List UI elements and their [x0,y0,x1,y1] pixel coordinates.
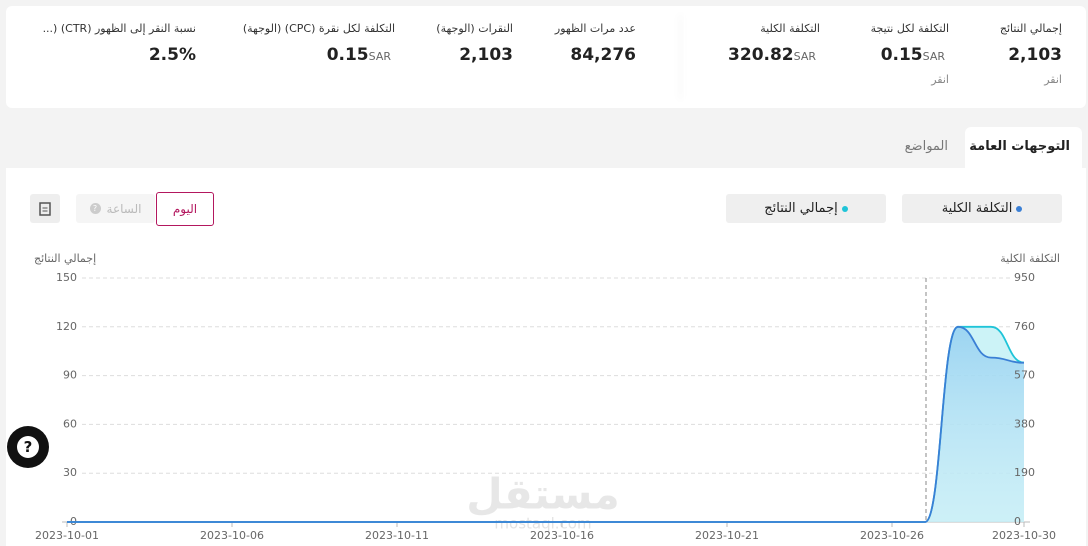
y-axis-title: إجمالي النتائج [34,252,96,265]
chart-panel [6,168,1086,546]
y-tick-label: 120 [56,320,77,333]
stat-label: التكلفة الكلية [760,22,820,35]
stat: النقرات (الوجهة) 2,103 [436,22,513,65]
x-tick-label: 2023-10-06 [200,529,264,542]
stat-value-row: 2.5% [43,45,196,65]
stat-value-row: 0.15SAR [871,45,949,65]
tab[interactable]: التوجهات العامة [969,139,1070,154]
stat-value: 2,103 [459,45,513,65]
stat-unit: SAR [922,50,945,63]
y2-tick-label: 570 [1014,369,1035,382]
tab[interactable]: المواضع [904,139,948,154]
metric-selector[interactable]: إجمالي النتائج [726,194,886,223]
stats-card [6,6,1086,108]
stat: التكلفة لكل نقرة (CPC) (الوجهة) 0.15SAR [243,22,395,65]
stat: عدد مرات الظهور 84,276 [555,22,636,65]
stat-sub: انقر [1044,73,1062,86]
x-tick-label: 2023-10-16 [530,529,594,542]
active-tab-bg [965,127,1082,169]
y2-tick-label: 0 [1014,515,1021,528]
stat-label: التكلفة لكل نتيجة [870,22,949,35]
x-tick-label: 2023-10-01 [35,529,99,542]
stat-value: 320.82 [728,45,794,65]
stat-value-row: 2,103 [436,45,513,65]
watermark: مستقل [466,470,620,519]
stat: نسبة النقر إلى الظهور (CTR) (... 2.5% [43,22,196,65]
x-tick-label: 2023-10-21 [695,529,759,542]
x-tick-label: 2023-10-11 [365,529,429,542]
legend-label: التكلفة الكلية [941,201,1013,216]
help-icon: ? [17,436,39,458]
y-tick-label: 90 [63,369,77,382]
legend-dot [841,205,848,212]
y-tick-label: 60 [63,417,77,430]
y2-tick-label: 950 [1014,271,1035,284]
stat-unit: SAR [793,50,816,63]
y-tick-label: 30 [63,466,77,479]
stat-label: نسبة النقر إلى الظهور (CTR) (... [42,22,196,35]
x-tick-label: 2023-10-26 [860,529,924,542]
stat-value: 0.15 [880,45,923,65]
x-tick-label: 2023-10-30 [992,529,1056,542]
stat-unit: SAR [368,50,391,63]
stat-label: عدد مرات الظهور [554,22,636,35]
stat-label: النقرات (الوجهة) [436,22,513,35]
stat-value: 2,103 [1008,45,1062,65]
y2-axis-title: التكلفة الكلية [1000,252,1060,265]
hour-button[interactable]: الساعة ? [76,194,155,223]
stat-value: 0.15 [326,45,369,65]
hour-label: الساعة [106,201,142,216]
y2-tick-label: 190 [1014,466,1035,479]
watermark-site: mostaql.com [494,515,591,533]
stat-value: 84,276 [570,45,636,65]
download-icon [39,201,51,216]
info-icon: ? [89,203,101,214]
stat-value-row: 2,103 [1000,45,1062,65]
stat-label: التكلفة لكل نقرة (CPC) (الوجهة) [242,22,395,35]
day-button[interactable]: اليوم [156,192,214,226]
y2-tick-label: 760 [1014,320,1035,333]
stat: التكلفة الكلية 320.82SAR [728,22,820,65]
line [67,325,1025,523]
stat-value-row: 320.82SAR [728,45,820,65]
help-button[interactable]: ? [7,426,49,468]
y-tick-label: 150 [56,271,77,284]
stat-value-row: 84,276 [555,45,636,65]
stat: إجمالي النتائج 2,103 انقر [1000,22,1062,86]
download-button[interactable] [30,194,60,223]
legend-label: إجمالي النتائج [764,201,838,216]
y2-tick-label: 380 [1014,417,1035,430]
stat-sub: انقر [931,73,949,86]
stat-label: إجمالي النتائج [999,22,1062,35]
stat-value: 2.5% [148,45,196,65]
stat-value-row: 0.15SAR [243,45,395,65]
legend-dot [1016,205,1023,212]
metric-selector[interactable]: التكلفة الكلية [902,194,1062,223]
stat: التكلفة لكل نتيجة 0.15SAR انقر [871,22,949,86]
